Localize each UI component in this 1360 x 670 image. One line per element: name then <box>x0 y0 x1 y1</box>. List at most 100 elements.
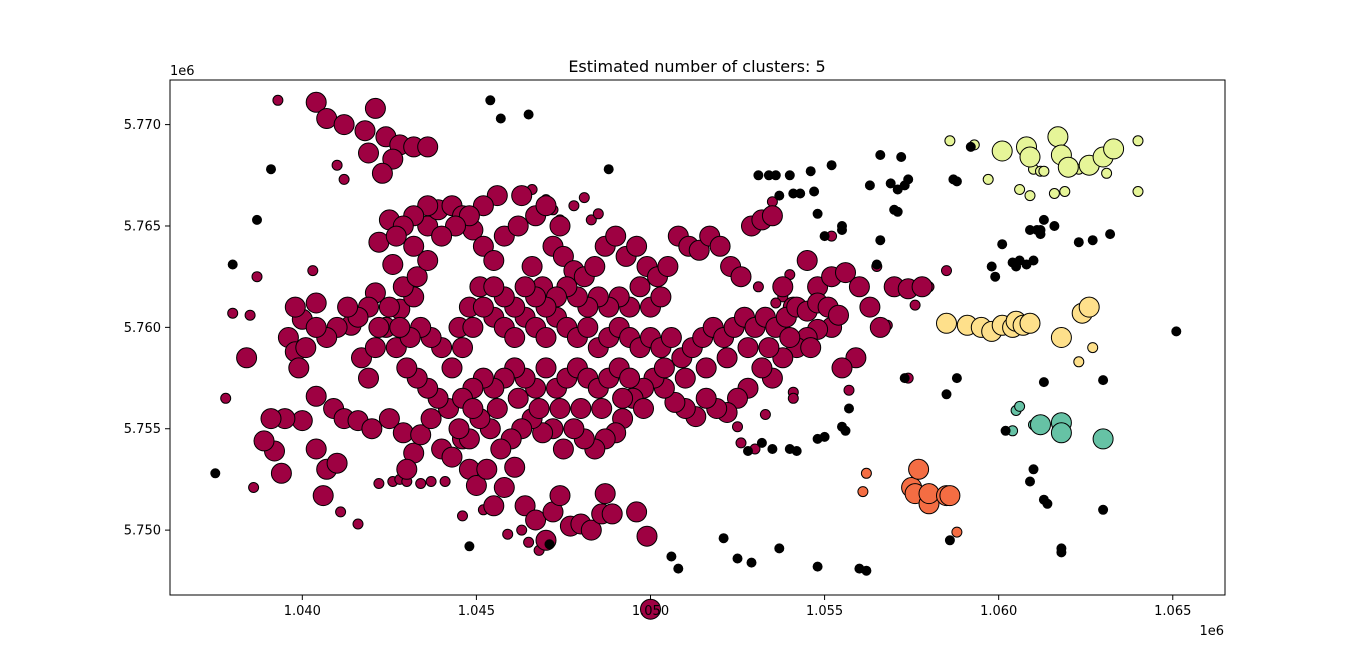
cluster-0-border-point-16 <box>425 476 437 487</box>
cluster-0-core-point-260 <box>549 398 571 419</box>
cluster-0-core-point-14 <box>382 254 404 275</box>
cluster-0-core-point-276 <box>549 215 571 237</box>
noise-point-14 <box>746 557 757 568</box>
cluster-3-border-point-11 <box>1101 167 1113 179</box>
noise-point-81 <box>1025 476 1035 487</box>
noise-point-57 <box>944 535 955 546</box>
x-offset-label: 1e6 <box>1199 624 1224 639</box>
cluster-3-core-point-8 <box>1103 138 1125 160</box>
noise-point-72 <box>1038 214 1049 225</box>
cluster-0-core-point-112 <box>796 250 818 271</box>
cluster-0-border-point-2 <box>227 307 239 319</box>
noise-point-77 <box>1105 229 1116 240</box>
cluster-0-core-point-155 <box>490 438 512 460</box>
cluster-0-core-point-22 <box>305 385 327 407</box>
noise-point-78 <box>1038 377 1049 388</box>
cluster-0-border-point-1 <box>220 392 232 404</box>
noise-point-4 <box>485 95 496 106</box>
cluster-0-core-point-23 <box>291 410 313 432</box>
cluster-0-core-point-257 <box>486 398 508 419</box>
y-tick-label-2: 5.760 <box>124 321 161 336</box>
cluster-2-core-point-0 <box>936 312 957 334</box>
x-tick-label-5: 1.065 <box>1154 604 1191 619</box>
y-tick-label-1: 5.755 <box>124 422 161 437</box>
noise-point-3 <box>210 468 221 479</box>
cluster-0-core-point-60 <box>580 519 602 541</box>
noise-point-10 <box>666 551 677 562</box>
cluster-0-core-point-118 <box>869 316 891 338</box>
cluster-0-core-point-45 <box>441 446 463 468</box>
noise-point-59 <box>948 174 959 185</box>
chart-title: Estimated number of clusters: 5 <box>568 57 825 76</box>
x-tick-label-3: 1.055 <box>806 604 843 619</box>
cluster-0-core-point-148 <box>563 418 585 440</box>
noise-point-36 <box>809 186 820 197</box>
cluster-0-border-point-45 <box>909 299 921 311</box>
cluster-0-border-point-39 <box>787 392 799 404</box>
noise-point-0 <box>266 164 276 175</box>
x-tick-label-0: 1.040 <box>284 604 321 619</box>
noise-point-1 <box>252 214 262 225</box>
noise-point-73 <box>1035 225 1046 235</box>
cluster-1-border-point-0 <box>857 486 869 498</box>
cluster-0-core-point-271 <box>779 327 801 348</box>
cluster-0-border-point-4 <box>251 271 263 283</box>
noise-point-80 <box>1000 425 1011 436</box>
cluster-0-core-point-247 <box>619 367 641 389</box>
noise-point-31 <box>774 190 785 201</box>
cluster-3-border-point-8 <box>1048 188 1060 199</box>
cluster-0-core-point-25 <box>260 408 282 430</box>
cluster-0-core-point-4 <box>364 97 386 119</box>
cluster-0-core-point-11 <box>371 162 393 184</box>
x-tick-label-1: 1.045 <box>458 604 495 619</box>
cluster-0-core-point-30 <box>305 438 327 460</box>
cluster-0-core-point-116 <box>848 276 870 298</box>
cluster-0-border-point-25 <box>502 528 514 540</box>
cluster-0-core-point-267 <box>695 357 717 379</box>
cluster-3-border-point-7 <box>1024 190 1036 202</box>
cluster-3-border-point-13 <box>1132 186 1144 197</box>
noise-point-32 <box>784 170 795 181</box>
cluster-0-core-point-135 <box>695 387 717 409</box>
cluster-0-core-point-8 <box>417 136 439 158</box>
cluster-0-core-point-237 <box>295 337 317 359</box>
noise-point-84 <box>1042 498 1053 509</box>
noise-point-52 <box>871 259 882 270</box>
noise-point-30 <box>770 170 781 181</box>
cluster-0-core-point-204 <box>650 286 672 308</box>
cluster-1-border-point-1 <box>860 467 872 479</box>
cluster-0-core-point-138 <box>664 391 686 413</box>
cluster-0-border-point-11 <box>373 478 385 489</box>
noise-point-27 <box>840 425 851 436</box>
cluster-0-core-point-104 <box>709 235 731 257</box>
noise-point-76 <box>1087 235 1098 246</box>
cluster-0-core-point-43 <box>420 408 442 430</box>
cluster-4-core-point-3 <box>1092 428 1114 450</box>
cluster-0-core-point-263 <box>612 387 634 409</box>
cluster-0-border-point-21 <box>516 524 528 536</box>
cluster-0-core-point-2 <box>333 114 355 136</box>
cluster-0-core-point-52 <box>504 456 526 478</box>
cluster-0-core-point-149 <box>552 438 574 460</box>
cluster-0-core-point-48 <box>465 475 487 496</box>
cluster-0-border-point-32 <box>585 214 597 226</box>
noise-point-68 <box>1028 255 1039 266</box>
cluster-0-core-point-228 <box>389 316 411 338</box>
cluster-1-core-point-1 <box>908 458 930 480</box>
cluster-3-core-point-3 <box>1047 126 1069 148</box>
cluster-0-core-point-85 <box>507 215 529 237</box>
plot-frame <box>169 79 1226 596</box>
cluster-0-core-point-0 <box>305 91 327 113</box>
cluster-4-core-point-2 <box>1050 422 1072 444</box>
cluster-1-core-point-4 <box>918 483 940 505</box>
cluster-0-core-point-82 <box>472 235 494 257</box>
cluster-0-core-point-102 <box>688 239 710 261</box>
noise-point-55 <box>941 389 952 400</box>
cluster-0-border-point-51 <box>770 297 782 309</box>
cluster-0-core-point-110 <box>772 276 794 298</box>
cluster-0-core-point-178 <box>577 316 599 338</box>
noise-point-45 <box>885 178 896 189</box>
cluster-0-core-point-216 <box>514 276 536 298</box>
cluster-0-border-point-31 <box>578 192 590 204</box>
cluster-0-core-point-272 <box>800 337 822 359</box>
